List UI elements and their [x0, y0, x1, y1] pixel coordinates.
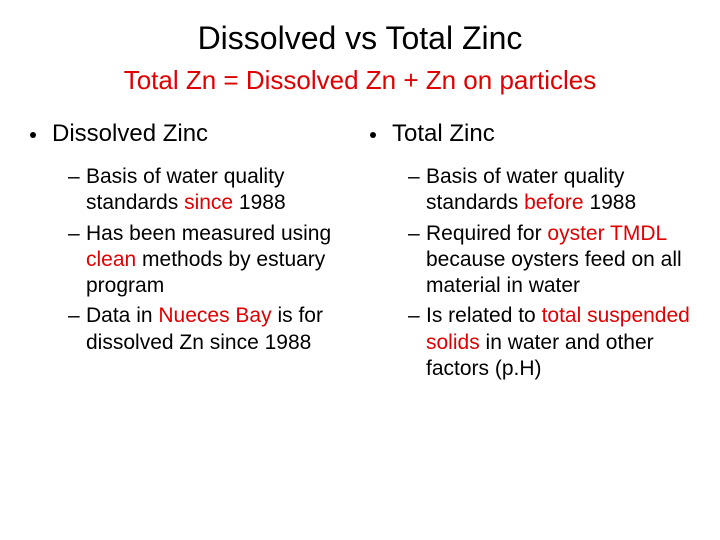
- left-list: – Basis of water quality standards since…: [30, 164, 350, 356]
- list-item: – Basis of water quality standards befor…: [408, 164, 690, 217]
- dash-icon: –: [408, 303, 420, 329]
- dash-icon: –: [408, 164, 420, 190]
- item-text-highlight: Nueces Bay: [158, 304, 271, 327]
- slide-title: Dissolved vs Total Zinc: [30, 20, 690, 57]
- item-text-highlight: before: [524, 191, 584, 214]
- slide-subtitle: Total Zn = Dissolved Zn + Zn on particle…: [30, 65, 690, 96]
- list-item: – Basis of water quality standards since…: [68, 164, 350, 217]
- bullet-icon: [30, 132, 36, 138]
- dash-icon: –: [68, 303, 80, 329]
- item-text-post: 1988: [233, 191, 286, 214]
- bullet-icon: [370, 132, 376, 138]
- item-text-highlight: clean: [86, 248, 136, 271]
- item-text-highlight: oyster TMDL: [547, 222, 666, 245]
- right-heading-text: Total Zinc: [392, 120, 495, 148]
- dash-icon: –: [408, 221, 420, 247]
- list-item: – Has been measured using clean methods …: [68, 221, 350, 300]
- left-heading: Dissolved Zinc: [30, 120, 350, 148]
- dash-icon: –: [68, 221, 80, 247]
- item-text-pre: Is related to: [426, 304, 542, 327]
- dash-icon: –: [68, 164, 80, 190]
- right-list: – Basis of water quality standards befor…: [370, 164, 690, 382]
- item-text-post: 1988: [584, 191, 637, 214]
- item-text-pre: Data in: [86, 304, 158, 327]
- right-heading: Total Zinc: [370, 120, 690, 148]
- list-item: – Is related to total suspended solids i…: [408, 303, 690, 382]
- two-column-layout: Dissolved Zinc – Basis of water quality …: [30, 120, 690, 386]
- right-column: Total Zinc – Basis of water quality stan…: [370, 120, 690, 386]
- list-item: – Required for oyster TMDL because oyste…: [408, 221, 690, 300]
- left-heading-text: Dissolved Zinc: [52, 120, 208, 148]
- list-item: – Data in Nueces Bay is for dissolved Zn…: [68, 303, 350, 356]
- item-text-pre: Has been measured using: [86, 222, 331, 245]
- item-text-pre: Required for: [426, 222, 547, 245]
- item-text-post: because oysters feed on all material in …: [426, 248, 682, 297]
- item-text-highlight: since: [184, 191, 233, 214]
- left-column: Dissolved Zinc – Basis of water quality …: [30, 120, 350, 386]
